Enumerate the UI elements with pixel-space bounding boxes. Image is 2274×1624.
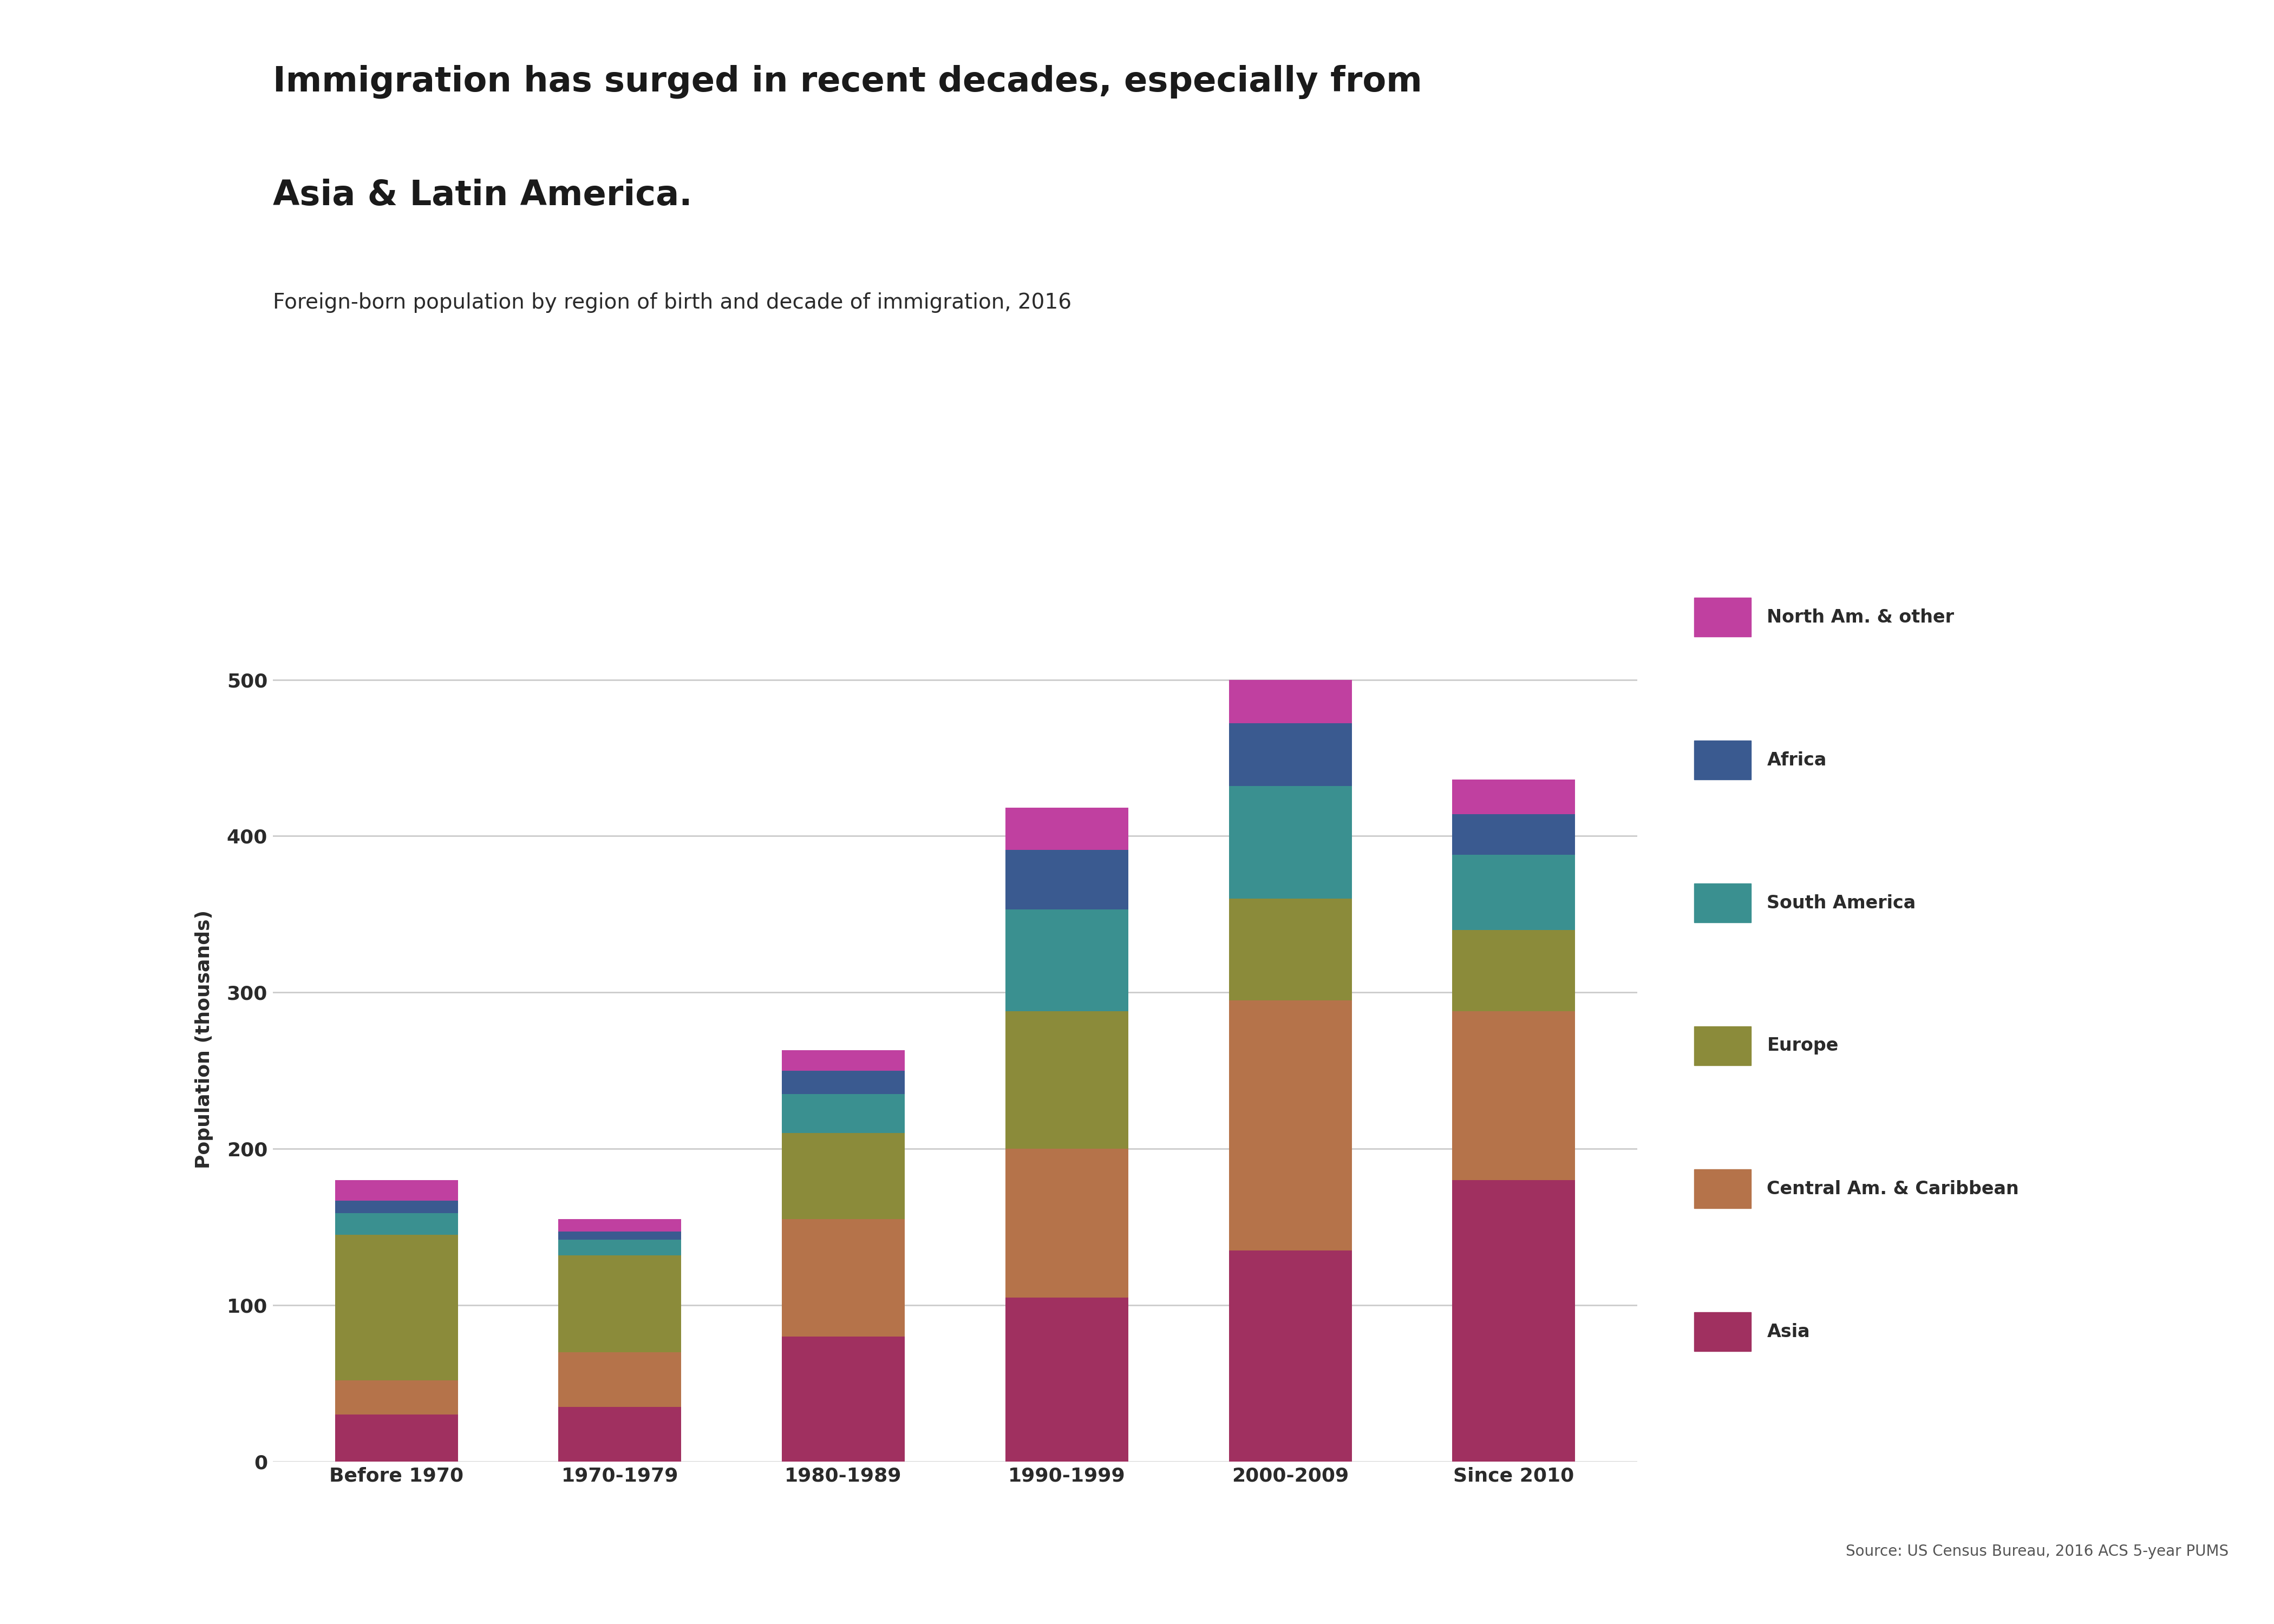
- Bar: [1228, 1000, 1351, 1250]
- Bar: [782, 1051, 905, 1070]
- Bar: [559, 1231, 682, 1239]
- Bar: [1453, 1181, 1576, 1462]
- Bar: [1228, 898, 1351, 1000]
- Text: Asia & Latin America.: Asia & Latin America.: [273, 179, 691, 213]
- Text: North Am. & other: North Am. & other: [1767, 609, 1953, 627]
- Bar: [1453, 1012, 1576, 1181]
- Bar: [782, 1070, 905, 1095]
- Bar: [334, 1181, 457, 1200]
- Text: Immigration has surged in recent decades, especially from: Immigration has surged in recent decades…: [273, 65, 1421, 99]
- Text: Asia: Asia: [1767, 1322, 1810, 1340]
- Bar: [334, 1234, 457, 1380]
- Text: South America: South America: [1767, 893, 1917, 913]
- Bar: [782, 1095, 905, 1134]
- Bar: [1453, 780, 1576, 814]
- Bar: [559, 1406, 682, 1462]
- Bar: [1005, 849, 1128, 909]
- Bar: [1005, 807, 1128, 849]
- Bar: [1228, 1250, 1351, 1462]
- Text: Foreign-born population by region of birth and decade of immigration, 2016: Foreign-born population by region of bir…: [273, 292, 1071, 313]
- Bar: [334, 1213, 457, 1234]
- Y-axis label: Population (thousands): Population (thousands): [196, 909, 214, 1169]
- Bar: [559, 1353, 682, 1406]
- Bar: [1453, 814, 1576, 854]
- Bar: [1228, 723, 1351, 786]
- Text: Source: US Census Bureau, 2016 ACS 5-year PUMS: Source: US Census Bureau, 2016 ACS 5-yea…: [1846, 1544, 2229, 1559]
- Bar: [1005, 1012, 1128, 1148]
- Text: Africa: Africa: [1767, 750, 1826, 770]
- Bar: [1228, 680, 1351, 723]
- Bar: [1228, 786, 1351, 898]
- Bar: [782, 1337, 905, 1462]
- Text: Central Am. & Caribbean: Central Am. & Caribbean: [1767, 1179, 2019, 1199]
- Bar: [1005, 1148, 1128, 1298]
- Bar: [559, 1239, 682, 1255]
- Bar: [1005, 1298, 1128, 1462]
- Bar: [1453, 854, 1576, 931]
- Bar: [559, 1220, 682, 1231]
- Text: Europe: Europe: [1767, 1038, 1840, 1056]
- Bar: [334, 1415, 457, 1462]
- Bar: [782, 1220, 905, 1337]
- Bar: [1005, 909, 1128, 1012]
- Bar: [1453, 931, 1576, 1012]
- Bar: [559, 1255, 682, 1353]
- Bar: [334, 1380, 457, 1415]
- Bar: [334, 1200, 457, 1213]
- Bar: [782, 1134, 905, 1220]
